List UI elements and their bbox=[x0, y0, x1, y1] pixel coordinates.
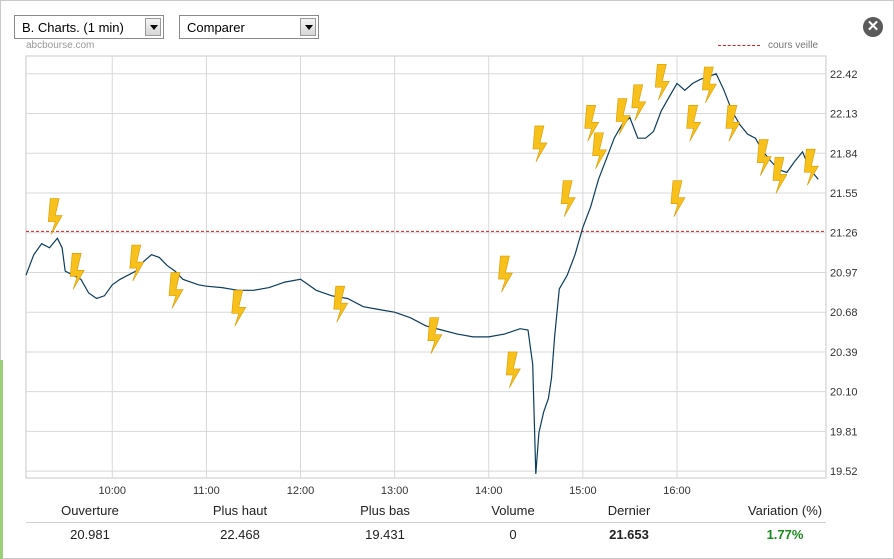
lightning-icon bbox=[427, 317, 443, 354]
lightning-icon bbox=[333, 285, 349, 323]
y-tick-label: 20.68 bbox=[830, 307, 858, 319]
prev-close-legend-swatch bbox=[718, 44, 760, 46]
x-tick-label: 16:00 bbox=[663, 485, 691, 497]
stat-value: 19.431 bbox=[365, 527, 405, 542]
stats-separator bbox=[26, 522, 826, 523]
stat-label: Variation (%) bbox=[747, 503, 823, 518]
lightning-icon bbox=[560, 180, 576, 217]
lightning-icon bbox=[129, 244, 145, 282]
lightning-icon bbox=[592, 132, 608, 169]
lightning-icon bbox=[498, 255, 513, 293]
stat-value: 22.468 bbox=[220, 527, 260, 542]
x-tick-label: 11:00 bbox=[193, 485, 220, 497]
lightning-icon bbox=[772, 157, 788, 194]
lightning-icon bbox=[532, 125, 548, 163]
y-tick-label: 21.55 bbox=[830, 188, 858, 200]
stat-value: 20.981 bbox=[70, 527, 110, 542]
x-tick-label: 15:00 bbox=[569, 485, 597, 497]
plot-area bbox=[25, 55, 827, 479]
y-tick-label: 19.52 bbox=[830, 466, 858, 478]
x-tick-label: 12:00 bbox=[287, 485, 315, 497]
stats-bar: Ouverture 20.981 Plus haut 22.468 Plus b… bbox=[0, 500, 894, 559]
stat-label: Volume bbox=[491, 503, 535, 518]
lightning-icon bbox=[702, 66, 717, 104]
x-tick-label: 10:00 bbox=[99, 485, 127, 497]
y-tick-label: 19.81 bbox=[830, 426, 858, 438]
stat-value: 1.77% bbox=[766, 527, 804, 542]
lightning-icon bbox=[725, 105, 741, 142]
chart-type-value: B. Charts. (1 min) bbox=[22, 20, 124, 35]
x-tick-label: 14:00 bbox=[475, 485, 503, 497]
compare-select[interactable]: Comparer bbox=[179, 15, 319, 39]
close-icon[interactable]: ✕ bbox=[863, 17, 883, 37]
y-tick-label: 21.84 bbox=[830, 148, 858, 160]
lightning-icon bbox=[803, 148, 819, 186]
y-tick-label: 22.13 bbox=[830, 109, 858, 121]
lightning-icon bbox=[231, 290, 247, 327]
y-tick-label: 20.10 bbox=[830, 387, 858, 399]
lightning-icon bbox=[168, 272, 184, 309]
y-tick-label: 21.26 bbox=[830, 228, 858, 240]
left-edge-strip bbox=[0, 360, 3, 559]
stat-label: Ouverture bbox=[61, 503, 119, 518]
lightning-icon bbox=[584, 105, 600, 142]
chart-type-select[interactable]: B. Charts. (1 min) bbox=[14, 15, 164, 39]
lightning-icon bbox=[505, 351, 521, 389]
stat-label: Plus bas bbox=[360, 503, 410, 518]
y-tick-label: 20.97 bbox=[830, 267, 858, 279]
lightning-icon bbox=[631, 84, 647, 121]
stat-label: Plus haut bbox=[212, 503, 268, 518]
stat-label: Dernier bbox=[607, 503, 651, 518]
prev-close-legend-label: cours veille bbox=[768, 40, 819, 51]
chevron-down-icon[interactable] bbox=[300, 18, 316, 36]
legend: cours veille bbox=[718, 40, 818, 51]
y-tick-label: 22.42 bbox=[830, 69, 858, 81]
lightning-icon bbox=[615, 98, 631, 135]
lightning-icon bbox=[686, 105, 702, 142]
lightning-icon bbox=[47, 198, 63, 235]
x-tick-label: 13:00 bbox=[381, 485, 409, 497]
lightning-icon bbox=[756, 139, 772, 176]
lightning-icon bbox=[670, 180, 686, 217]
intraday-chart: 22.42 22.13 21.84 21.55 21.26 20.97 20.68 20.39… bbox=[25, 55, 858, 497]
stat-value: 21.653 bbox=[609, 527, 649, 542]
chevron-down-icon[interactable] bbox=[145, 18, 161, 36]
lightning-icon bbox=[654, 63, 670, 101]
lightning-icon bbox=[69, 253, 85, 290]
compare-value: Comparer bbox=[187, 20, 245, 35]
y-tick-label: 20.39 bbox=[830, 347, 858, 359]
stat-value: 0 bbox=[509, 527, 517, 542]
source-label: abcbourse.com bbox=[26, 40, 95, 51]
